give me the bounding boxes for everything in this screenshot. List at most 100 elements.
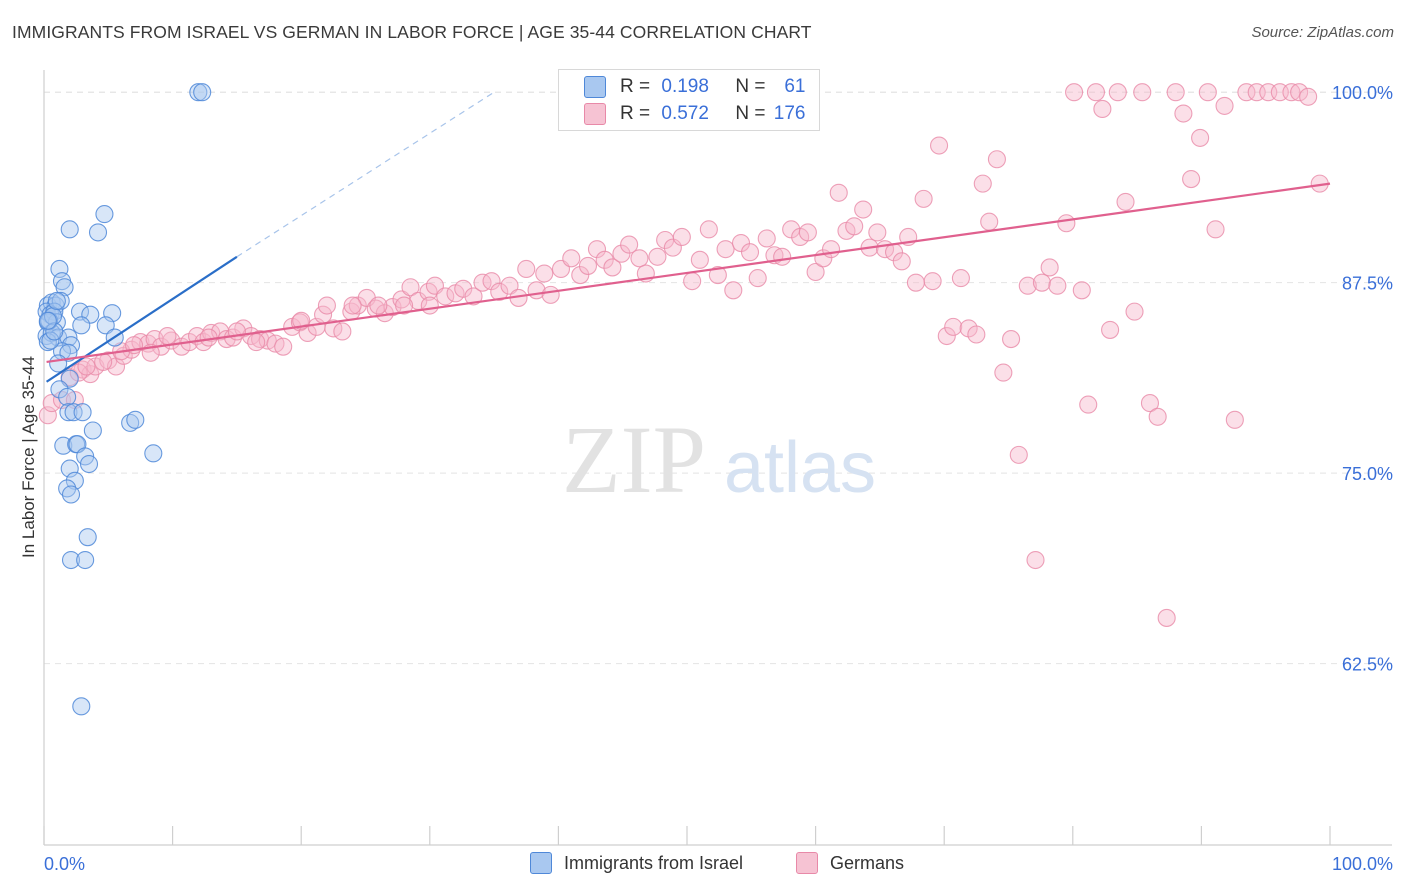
point-germans — [541, 285, 560, 304]
point-germans — [1206, 220, 1225, 239]
point-israel — [72, 697, 91, 716]
point-germans — [1174, 104, 1193, 123]
point-israel — [41, 331, 60, 350]
point-germans — [274, 337, 293, 356]
point-germans — [1009, 445, 1028, 464]
bottom-legend: Immigrants from Israel Germans — [0, 852, 1406, 878]
trend-line-germans — [46, 182, 1331, 364]
chart-title: IMMIGRANTS FROM ISRAEL VS GERMAN IN LABO… — [12, 22, 812, 42]
point-germans — [845, 217, 864, 236]
point-germans — [247, 333, 266, 352]
point-germans — [420, 296, 439, 315]
point-israel — [121, 413, 140, 432]
y-tick-label: 75.0% — [1342, 464, 1393, 484]
point-germans — [1182, 170, 1201, 189]
point-germans — [1290, 83, 1309, 102]
point-germans — [683, 272, 702, 291]
point-israel — [70, 302, 90, 321]
legend-r-label: R = — [620, 103, 651, 124]
point-israel — [60, 220, 79, 239]
bottom-legend-germans-label: Germans — [830, 852, 905, 873]
point-israel — [58, 387, 77, 407]
point-israel — [193, 83, 212, 102]
legend-r-label: R = — [620, 76, 651, 97]
point-germans — [1215, 96, 1234, 115]
point-germans — [923, 272, 942, 291]
axes — [43, 70, 1392, 846]
point-germans — [369, 296, 388, 315]
point-germans — [630, 249, 649, 268]
point-germans — [1101, 320, 1120, 339]
legend-germans-n: 176 — [773, 103, 806, 124]
legend-n-label: N = — [735, 76, 766, 97]
y-axis-label: In Labor Force | Age 35-44 — [19, 356, 38, 558]
point-germans — [1108, 83, 1127, 102]
point-germans — [500, 276, 519, 295]
point-germans — [821, 240, 841, 259]
point-germans — [562, 249, 581, 268]
point-israel — [55, 278, 74, 297]
point-germans — [1072, 281, 1091, 300]
point-germans — [578, 256, 598, 275]
point-germans — [1065, 83, 1084, 102]
y-tick-label: 87.5% — [1342, 274, 1393, 294]
series-germans — [38, 83, 1329, 627]
point-israel — [79, 454, 99, 474]
point-germans — [1166, 83, 1185, 102]
y-tick-labels: 100.0% 87.5% 75.0% 62.5% — [1332, 83, 1393, 674]
point-germans — [773, 247, 792, 266]
point-germans — [1299, 87, 1318, 106]
point-germans — [42, 394, 61, 413]
point-israel — [144, 444, 163, 463]
point-germans — [454, 279, 473, 298]
point-germans — [77, 357, 96, 376]
point-israel — [61, 485, 81, 504]
point-israel — [59, 403, 78, 422]
legend-row-israel: R = 0.198 N = 61 — [584, 74, 806, 100]
point-germans — [158, 326, 177, 346]
point-germans — [973, 174, 992, 193]
point-israel — [45, 322, 64, 341]
point-israel — [88, 223, 108, 242]
legend-swatch-israel — [584, 76, 606, 98]
point-germans — [1002, 330, 1021, 349]
point-germans — [343, 296, 362, 315]
point-israel — [72, 316, 91, 335]
point-germans — [1125, 302, 1144, 321]
point-germans — [1018, 276, 1037, 295]
point-germans — [930, 136, 949, 155]
bottom-legend-swatch-germans — [796, 852, 818, 874]
point-germans — [892, 252, 911, 271]
point-israel — [38, 311, 57, 330]
point-germans — [603, 258, 622, 277]
trend-lines — [45, 91, 1331, 383]
point-israel — [83, 421, 102, 440]
point-israel — [189, 83, 208, 102]
point-germans — [595, 250, 614, 269]
point-germans — [1026, 550, 1045, 570]
point-israel — [126, 410, 145, 429]
watermark-atlas: atlas — [724, 428, 876, 508]
point-germans — [473, 273, 492, 292]
y-tick-label: 100.0% — [1332, 83, 1393, 103]
point-germans — [1157, 608, 1176, 627]
legend-swatch-germans — [584, 103, 606, 125]
point-germans — [38, 406, 57, 425]
point-germans — [333, 322, 352, 341]
point-israel — [65, 471, 84, 490]
point-germans — [690, 250, 709, 269]
point-germans — [740, 243, 760, 262]
point-germans — [648, 247, 667, 266]
y-tick-label: 62.5% — [1342, 655, 1393, 675]
legend-israel-n: 61 — [784, 76, 806, 97]
point-germans — [967, 325, 986, 344]
point-germans — [672, 227, 691, 247]
point-germans — [1133, 83, 1152, 102]
trend-line-israel — [45, 255, 238, 383]
x-tick-labels: 0.0% 100.0% — [44, 854, 1393, 874]
point-germans — [1032, 273, 1051, 292]
point-germans — [620, 235, 639, 254]
point-israel — [73, 403, 92, 422]
point-germans — [1237, 83, 1256, 102]
point-germans — [798, 223, 817, 242]
